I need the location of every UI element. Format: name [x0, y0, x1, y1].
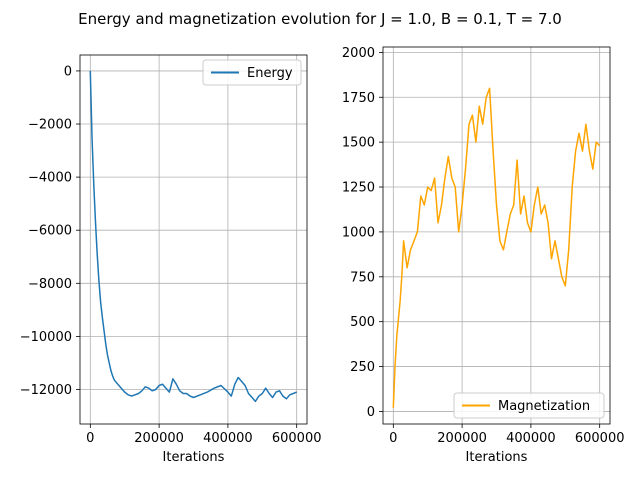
magnetization-y-tick-label: 500	[350, 315, 375, 330]
magnetization-y-tick-label: 0	[367, 405, 375, 420]
energy-legend: Energy	[202, 59, 302, 86]
energy-x-tick-label: 600000	[272, 431, 322, 446]
energy-y-tick-label: −4000	[28, 171, 72, 186]
magnetization-legend-label: Magnetization	[498, 399, 590, 414]
magnetization-y-tick-label: 1250	[342, 181, 375, 196]
magnetization-y-tick-label: 1000	[342, 225, 375, 240]
magnetization-y-tick-label: 250	[350, 360, 375, 375]
figure-title: Energy and magnetization evolution for J…	[78, 10, 562, 28]
energy-y-tick-label: −2000	[28, 118, 72, 133]
energy-x-tick-label: 0	[86, 431, 94, 446]
energy-y-tick-label: −6000	[28, 224, 72, 239]
magnetization-y-tick-label: 2000	[342, 46, 375, 61]
magnetization-y-tick-label: 750	[350, 270, 375, 285]
magnetization-x-tick-label: 200000	[437, 431, 487, 446]
energy-x-axis-label: Iterations	[163, 450, 225, 465]
magnetization-x-tick-label: 0	[389, 431, 397, 446]
magnetization-y-tick-label: 1750	[342, 91, 375, 106]
magnetization-panel: 0 200000 400000 600000 0 250 500 750 1000 1250 150…	[342, 46, 625, 465]
energy-legend-box	[202, 59, 302, 86]
magnetization-axes-frame	[382, 46, 611, 425]
energy-x-tick-label: 400000	[203, 431, 253, 446]
magnetization-y-tick-label: 1500	[342, 136, 375, 151]
magnetization-x-axis-label: Iterations	[466, 450, 528, 465]
energy-y-tick-label: −12000	[20, 383, 72, 398]
magnetization-x-tick-label: 600000	[575, 431, 625, 446]
energy-legend-label: Energy	[247, 66, 293, 81]
energy-axes-frame	[79, 54, 308, 425]
magnetization-series-line	[392, 87, 601, 408]
energy-series-line	[89, 70, 297, 403]
energy-y-tick-label: −8000	[28, 277, 72, 292]
energy-y-tick-label: 0	[64, 64, 72, 79]
magnetization-x-tick-label: 400000	[506, 431, 556, 446]
magnetization-legend: Magnetization	[453, 392, 605, 419]
energy-x-tick-label: 200000	[134, 431, 184, 446]
magnetization-legend-box	[453, 392, 605, 419]
energy-panel: 0 200000 400000 600000 0 −2000 −4000 −6000 −8000…	[20, 54, 322, 465]
energy-y-tick-label: −10000	[20, 330, 72, 345]
